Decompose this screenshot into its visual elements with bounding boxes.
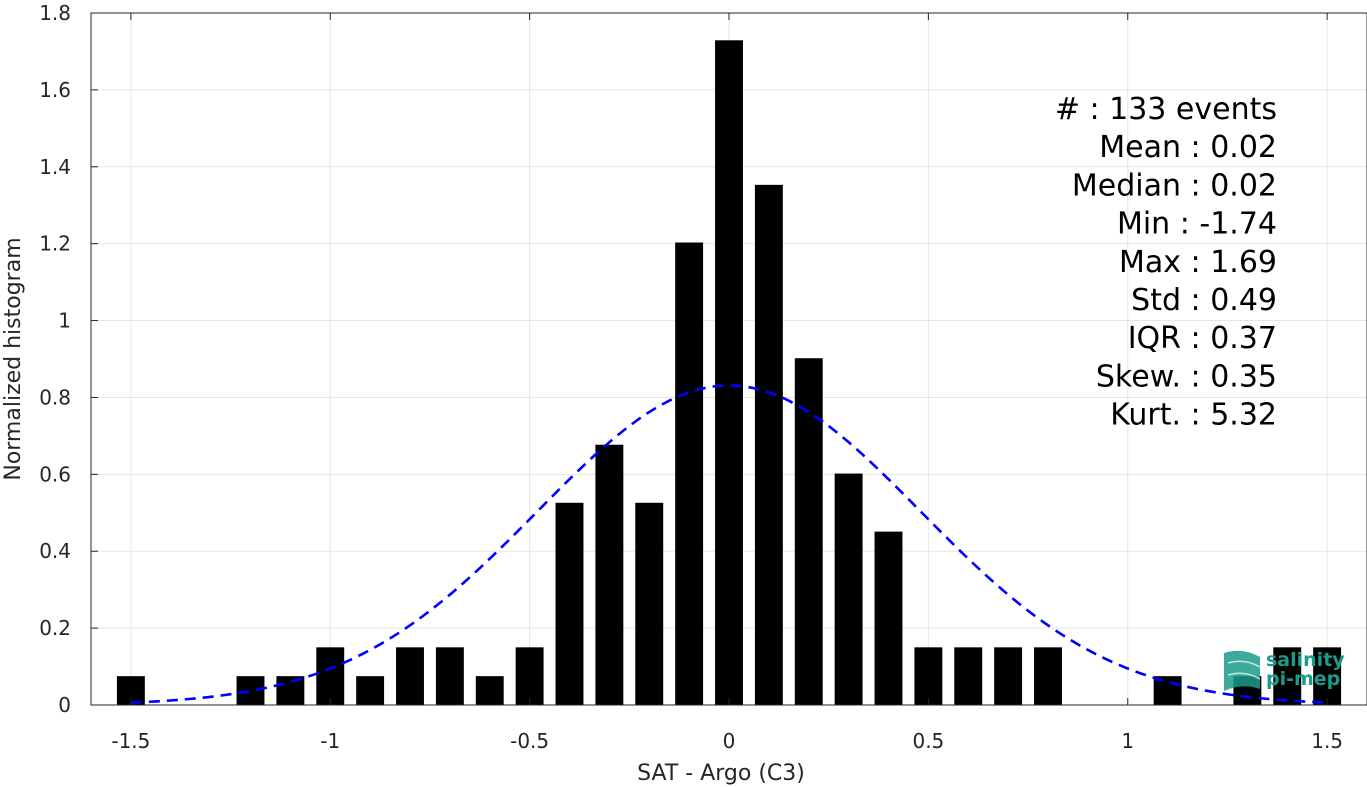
histogram-bar bbox=[874, 531, 903, 705]
logo-line2: pi-mep bbox=[1266, 668, 1340, 690]
stats-line: Min : -1.74 bbox=[1117, 207, 1277, 242]
x-tick-label: 0.5 bbox=[912, 729, 944, 753]
histogram-bar bbox=[435, 647, 464, 705]
x-tick-label: 1 bbox=[1121, 729, 1134, 753]
histogram-bar bbox=[794, 358, 823, 705]
histogram-bar bbox=[1034, 647, 1062, 705]
y-tick-label: 1.6 bbox=[39, 78, 71, 102]
y-axis-label: Normalized histogram bbox=[1, 237, 26, 480]
x-tick-label: -0.5 bbox=[510, 729, 549, 753]
y-tick-label: 1.4 bbox=[39, 155, 71, 179]
logo-wave-icon bbox=[1224, 650, 1260, 691]
y-tick-label: 0.2 bbox=[39, 616, 71, 640]
histogram-bar bbox=[316, 647, 345, 705]
axis-ticks bbox=[91, 12, 1328, 706]
x-tick-labels: -1.5 -1 -0.5 0 0.5 1 1.5 bbox=[111, 729, 1343, 753]
logo-line1: salinity bbox=[1266, 649, 1345, 671]
stats-line: Kurt. : 5.32 bbox=[1110, 398, 1277, 433]
x-tick-label: -1.5 bbox=[111, 729, 150, 753]
x-axis-label: SAT - Argo (C3) bbox=[637, 761, 805, 786]
histogram-bar bbox=[715, 40, 743, 706]
gaussian-fit-curve bbox=[130, 384, 1328, 704]
histogram-bar bbox=[675, 242, 704, 705]
histogram-bar bbox=[276, 676, 305, 705]
histogram-bars bbox=[116, 40, 1342, 706]
stats-line: IQR : 0.37 bbox=[1128, 321, 1277, 356]
histogram-bar bbox=[834, 473, 863, 705]
histogram-bar bbox=[595, 444, 624, 705]
histogram-bar bbox=[236, 676, 265, 705]
y-tick-label: 1.8 bbox=[39, 1, 71, 25]
x-tick-label: 0 bbox=[723, 729, 736, 753]
y-tick-label: 0.4 bbox=[39, 539, 71, 563]
histogram-bar bbox=[555, 502, 584, 705]
histogram-bar bbox=[954, 647, 983, 705]
salinity-pimep-logo: salinity pi-mep bbox=[1224, 649, 1345, 691]
histogram-bar bbox=[1153, 676, 1182, 705]
y-tick-label: 0 bbox=[58, 693, 71, 717]
histogram-bar bbox=[1273, 647, 1302, 705]
x-tick-label: -1 bbox=[320, 729, 340, 753]
y-tick-label: 1.2 bbox=[39, 232, 71, 256]
stats-line: Std : 0.49 bbox=[1131, 283, 1277, 318]
histogram-bar bbox=[1313, 647, 1342, 705]
y-tick-label: 0.6 bbox=[39, 462, 71, 486]
histogram-bar bbox=[475, 676, 504, 705]
y-tick-label: 1 bbox=[58, 309, 71, 333]
stats-line: # : 133 events bbox=[1055, 92, 1277, 127]
histogram-bar bbox=[635, 502, 664, 705]
y-tick-label: 0.8 bbox=[39, 385, 71, 409]
histogram-bar bbox=[754, 184, 783, 705]
stats-line: Mean : 0.02 bbox=[1099, 130, 1277, 165]
histogram-bar bbox=[515, 647, 544, 705]
histogram-bar bbox=[356, 676, 385, 705]
histogram-bar bbox=[914, 647, 943, 705]
y-tick-labels: 0 0.2 0.4 0.6 0.8 1 1.2 1.4 1.6 1.8 bbox=[39, 1, 71, 717]
stats-line: Max : 1.69 bbox=[1119, 245, 1277, 280]
x-tick-label: 1.5 bbox=[1311, 729, 1343, 753]
stats-line: Median : 0.02 bbox=[1072, 168, 1277, 203]
histogram-bar bbox=[396, 647, 424, 705]
stats-line: Skew. : 0.35 bbox=[1096, 359, 1277, 394]
histogram-bar bbox=[994, 647, 1023, 705]
